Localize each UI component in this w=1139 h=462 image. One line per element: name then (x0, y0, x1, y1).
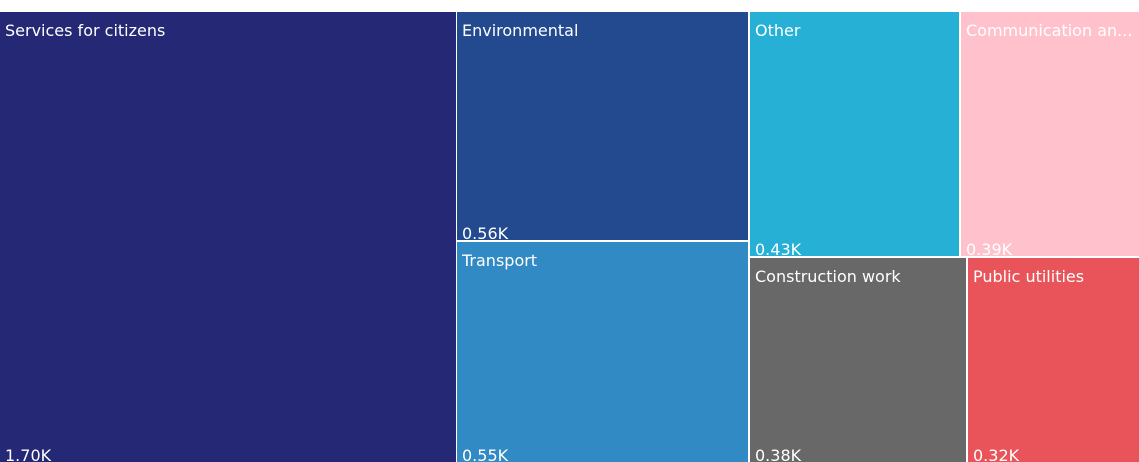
tile-label: Other (755, 21, 801, 40)
treemap-tile-services-for-citizens[interactable]: Services for citizens 1.70K (0, 12, 456, 462)
treemap-tile-transport[interactable]: Transport 0.55K (457, 242, 748, 462)
treemap-tile-environmental[interactable]: Environmental 0.56K (457, 12, 748, 240)
tile-value-label: 0.39K (966, 240, 1013, 256)
treemap-tile-construction-work[interactable]: Construction work 0.38K (750, 258, 966, 462)
tile-value-label: 0.38K (755, 446, 802, 462)
tile-value-label: 0.55K (462, 446, 509, 462)
tile-label: Public utilities (973, 267, 1085, 286)
tile-label: Communication an... (966, 21, 1133, 40)
tile-value-label: 0.32K (973, 446, 1020, 462)
treemap-tile-other[interactable]: Other 0.43K (750, 12, 959, 256)
tile-value-label: 1.70K (5, 446, 52, 462)
tile-label: Construction work (755, 267, 901, 286)
treemap-tile-public-utilities[interactable]: Public utilities 0.32K (968, 258, 1139, 462)
tile-value-label: 0.43K (755, 240, 802, 256)
tile-label: Environmental (462, 21, 579, 40)
tile-label: Services for citizens (5, 21, 166, 40)
tile-label: Transport (462, 251, 538, 270)
tile-value-label: 0.56K (462, 224, 509, 240)
treemap-tile-communication-an[interactable]: Communication an... 0.39K (961, 12, 1139, 256)
